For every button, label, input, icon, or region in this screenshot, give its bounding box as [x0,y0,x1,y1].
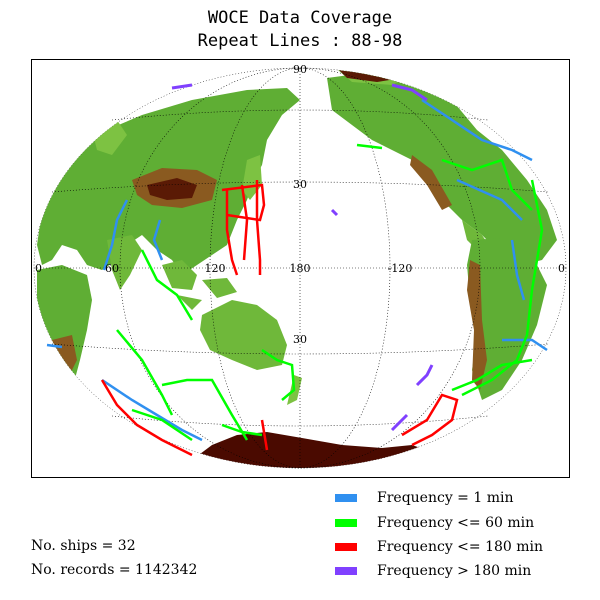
track-60min [261,348,296,401]
tracks-over-180min [171,83,434,432]
lon-label-120: 120 [205,262,226,275]
track-180min [100,379,193,457]
lon-label-60: 60 [105,262,119,275]
track-over-180min [390,413,409,432]
graticule [34,67,566,469]
map-grid-labels: 90 30 30 0 60 120 180 -120 0 [35,63,565,346]
track-60min [116,329,174,416]
track-60min [441,158,533,211]
track-over-180min [330,208,339,217]
track-1min [456,178,523,221]
track-over-180min [171,83,193,90]
legend-item: Frequency <= 180 min [335,538,543,556]
track-180min [260,419,269,451]
legend-swatch-blue [335,494,357,502]
legend-label: Frequency > 180 min [377,563,532,579]
track-60min [161,378,249,441]
track-180min [225,190,239,276]
track-1min [421,98,533,162]
records-count: No. records = 1142342 [31,562,198,578]
track-60min [451,358,533,392]
track-over-180min [415,364,434,387]
landmass-india [107,235,142,290]
tracks-60min [116,143,544,442]
legend-item: Frequency > 180 min [335,562,531,580]
track-1min [502,338,548,352]
legend-label: Frequency <= 60 min [377,515,535,531]
track-60min [221,423,263,437]
lat-label-90: 90 [293,63,307,76]
lat-label-30s: 30 [293,333,307,346]
ships-count: No. ships = 32 [31,538,136,554]
landmass-tibet [147,178,197,200]
lon-label-0-west: 0 [35,262,42,275]
track-60min [131,408,193,442]
landmass-se-asia [162,260,237,310]
legend-item: Frequency = 1 min [335,489,513,507]
track-1min [510,239,526,301]
legend-swatch-purple [335,567,357,575]
track-over-180min [391,83,428,102]
page-title: WOCE Data Coverage [207,8,393,28]
page-subtitle: Repeat Lines : 88-98 [197,31,403,51]
legend-label: Frequency <= 180 min [377,539,544,555]
track-60min [461,179,544,397]
track-60min [356,143,383,150]
track-180min [255,180,262,275]
track-180min [240,184,249,261]
track-1min [46,343,63,349]
map-frame: 90 30 30 0 60 120 180 -120 0 [31,59,570,478]
lon-label-minus-120: -120 [388,262,413,275]
legend-item: Frequency <= 60 min [335,514,534,532]
landmass-north-america [327,72,557,265]
track-180min [401,393,459,447]
landmass-south-america [467,238,547,400]
legend-label: Frequency = 1 min [377,490,514,506]
landmass-africa-highlands [52,335,77,380]
lon-label-0-east: 0 [558,262,565,275]
legend-swatch-red [335,543,357,551]
lat-label-30n: 30 [293,178,307,191]
landmass-andes [467,260,487,390]
world-map: 90 30 30 0 60 120 180 -120 0 [33,63,567,469]
track-1min [152,219,164,261]
tracks-1min [46,98,548,442]
track-60min [140,249,194,321]
track-1min [102,199,129,271]
landmass-rockies [410,155,452,210]
tracks-180min [100,180,459,457]
legend-swatch-green [335,519,357,527]
track-180min [221,183,266,222]
lon-label-180: 180 [290,262,311,275]
track-1min [101,378,203,442]
